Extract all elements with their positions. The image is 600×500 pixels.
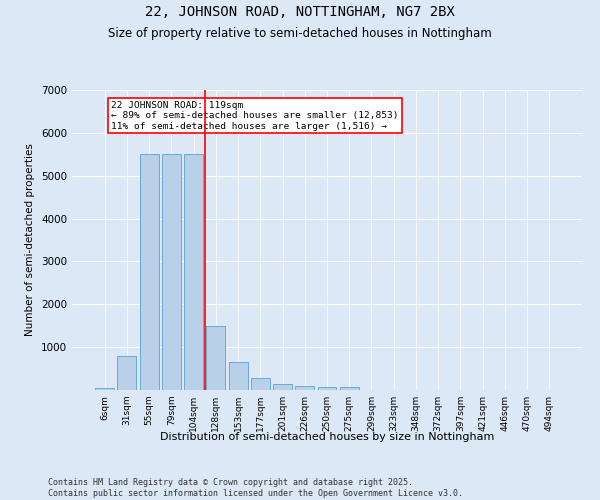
Text: 22 JOHNSON ROAD: 119sqm
← 89% of semi-detached houses are smaller (12,853)
11% o: 22 JOHNSON ROAD: 119sqm ← 89% of semi-de…	[112, 100, 399, 130]
Text: 22, JOHNSON ROAD, NOTTINGHAM, NG7 2BX: 22, JOHNSON ROAD, NOTTINGHAM, NG7 2BX	[145, 5, 455, 19]
Text: Contains HM Land Registry data © Crown copyright and database right 2025.
Contai: Contains HM Land Registry data © Crown c…	[48, 478, 463, 498]
Bar	[229, 362, 248, 390]
Text: Size of property relative to semi-detached houses in Nottingham: Size of property relative to semi-detach…	[108, 28, 492, 40]
Text: Distribution of semi-detached houses by size in Nottingham: Distribution of semi-detached houses by …	[160, 432, 494, 442]
Bar	[162, 154, 181, 390]
Bar	[118, 356, 136, 390]
Bar	[273, 384, 292, 390]
Bar	[184, 154, 203, 390]
Y-axis label: Number of semi-detached properties: Number of semi-detached properties	[25, 144, 35, 336]
Bar	[340, 387, 359, 390]
Bar	[251, 378, 270, 390]
Bar	[295, 386, 314, 390]
Bar	[95, 388, 114, 390]
Bar	[317, 387, 337, 390]
Bar	[140, 154, 158, 390]
Bar	[206, 326, 225, 390]
